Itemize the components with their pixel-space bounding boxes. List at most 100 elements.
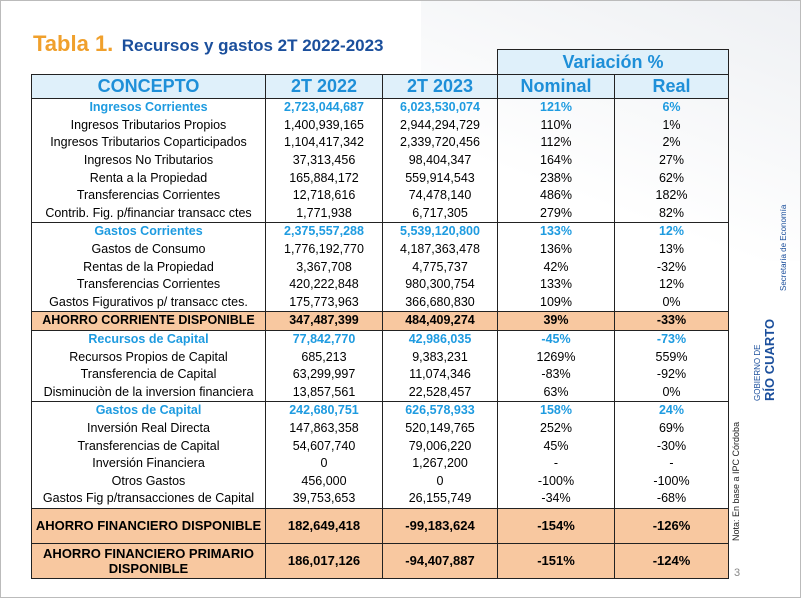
table-row: Renta a la Propiedad 165,884,172 559,914,5… xyxy=(31,169,729,187)
value-cell: 37,313,456 xyxy=(265,151,383,170)
value-cell: 13,857,561 xyxy=(265,383,383,402)
value-cell: 69% xyxy=(614,419,729,438)
value-cell: 133% xyxy=(497,275,615,294)
value-cell: -151% xyxy=(497,542,615,579)
table-row: Gastos Fig p/transacciones de Capital 39,… xyxy=(31,490,729,509)
value-cell: 5,539,120,800 xyxy=(382,222,498,241)
table-row: Transferencias Corrientes 420,222,848 980,… xyxy=(31,275,729,294)
value-cell: 79,006,220 xyxy=(382,437,498,455)
table-row: Rentas de la Propiedad 3,367,708 4,775,737… xyxy=(31,258,729,276)
value-cell: 165,884,172 xyxy=(265,169,383,187)
table-row: Otros Gastos 456,000 0 -100% -100% xyxy=(31,472,729,491)
value-cell: 63% xyxy=(497,383,615,402)
concept-cell: Gastos Fig p/transacciones de Capital xyxy=(31,490,266,509)
value-cell: 559% xyxy=(614,348,729,366)
value-cell: 1% xyxy=(614,116,729,135)
value-cell: 39% xyxy=(497,311,615,331)
value-cell: 685,213 xyxy=(265,348,383,366)
value-cell: 82% xyxy=(614,204,729,223)
value-cell: 456,000 xyxy=(265,472,383,491)
value-cell: 9,383,231 xyxy=(382,348,498,366)
value-cell: 2% xyxy=(614,134,729,152)
note: Nota: En base a IPC Córdoba xyxy=(731,421,741,541)
value-cell: 63,299,997 xyxy=(265,365,383,384)
table-row: AHORRO FINANCIERO PRIMARIO DISPONIBLE 186… xyxy=(31,542,729,579)
value-cell: 1,776,192,770 xyxy=(265,240,383,259)
value-cell: -99,183,624 xyxy=(382,507,498,544)
concept-cell: Ingresos Tributarios Coparticipados xyxy=(31,134,266,152)
value-cell: 366,680,830 xyxy=(382,293,498,312)
table-row: Gastos de Consumo 1,776,192,770 4,187,363,… xyxy=(31,240,729,259)
value-cell: - xyxy=(497,454,615,473)
header-row: CONCEPTO 2T 2022 2T 2023 Nominal Real xyxy=(31,74,729,99)
value-cell: 136% xyxy=(497,240,615,259)
value-cell: 62% xyxy=(614,169,729,187)
value-cell: 182,649,418 xyxy=(265,507,383,544)
value-cell: -32% xyxy=(614,258,729,276)
table-row: Recursos Propios de Capital 685,213 9,383,… xyxy=(31,348,729,366)
value-cell: 54,607,740 xyxy=(265,437,383,455)
value-cell: 1,400,939,165 xyxy=(265,116,383,135)
value-cell: 121% xyxy=(497,97,615,117)
column-header: Real xyxy=(614,74,729,99)
value-cell: 39,753,653 xyxy=(265,490,383,509)
value-cell: 1269% xyxy=(497,348,615,366)
value-cell: 186,017,126 xyxy=(265,542,383,579)
value-cell: 175,773,963 xyxy=(265,293,383,312)
value-cell: 13% xyxy=(614,240,729,259)
concept-cell: AHORRO FINANCIERO DISPONIBLE xyxy=(31,507,266,544)
value-cell: 147,863,358 xyxy=(265,419,383,438)
value-cell: 0% xyxy=(614,383,729,402)
table-row: Ingresos Tributarios Coparticipados 1,104… xyxy=(31,134,729,152)
value-cell: 77,842,770 xyxy=(265,329,383,349)
value-cell: 45% xyxy=(497,437,615,455)
value-cell: -45% xyxy=(497,329,615,349)
value-cell: -34% xyxy=(497,490,615,509)
value-cell: 42,986,035 xyxy=(382,329,498,349)
value-cell: 0 xyxy=(265,454,383,473)
value-cell: -100% xyxy=(497,472,615,491)
value-cell: 11,074,346 xyxy=(382,365,498,384)
table-row: Gastos Figurativos p/ transacc ctes. 175,… xyxy=(31,293,729,312)
empty-cell xyxy=(32,50,498,75)
concept-cell: AHORRO CORRIENTE DISPONIBLE xyxy=(31,311,266,331)
value-cell: 2,723,044,687 xyxy=(265,97,383,117)
value-cell: 279% xyxy=(497,204,615,223)
value-cell: -94,407,887 xyxy=(382,542,498,579)
value-cell: 2,375,557,288 xyxy=(265,222,383,241)
value-cell: 4,775,737 xyxy=(382,258,498,276)
value-cell: 252% xyxy=(497,419,615,438)
value-cell: 238% xyxy=(497,169,615,187)
value-cell: 12% xyxy=(614,222,729,241)
table-row: Disminuciòn de la inversion financiera 13… xyxy=(31,383,729,402)
column-header: 2T 2022 xyxy=(265,74,383,99)
table-row: Gastos de Capital 242,680,751 626,578,933 1… xyxy=(31,401,729,420)
value-cell: 242,680,751 xyxy=(265,401,383,420)
value-cell: 2,339,720,456 xyxy=(382,134,498,152)
concept-cell: Transferencias Corrientes xyxy=(31,186,266,205)
value-cell: 42% xyxy=(497,258,615,276)
table-row: AHORRO CORRIENTE DISPONIBLE 347,487,399 48… xyxy=(31,311,729,331)
value-cell: 1,771,938 xyxy=(265,204,383,223)
value-cell: 22,528,457 xyxy=(382,383,498,402)
value-cell: -92% xyxy=(614,365,729,384)
value-cell: 0 xyxy=(382,472,498,491)
concept-cell: Gastos Figurativos p/ transacc ctes. xyxy=(31,293,266,312)
value-cell: 112% xyxy=(497,134,615,152)
value-cell: 74,478,140 xyxy=(382,186,498,205)
value-cell: 980,300,754 xyxy=(382,275,498,294)
value-cell: 4,187,363,478 xyxy=(382,240,498,259)
value-cell: 110% xyxy=(497,116,615,135)
value-cell: -73% xyxy=(614,329,729,349)
secretariat: Secretaría de Economía xyxy=(779,204,788,291)
table-title: Recursos y gastos 2T 2022-2023 xyxy=(121,36,384,55)
value-cell: - xyxy=(614,454,729,473)
table-label: Tabla 1. xyxy=(33,31,114,56)
concept-cell: Transferencia de Capital xyxy=(31,365,266,384)
value-cell: -33% xyxy=(614,311,729,331)
concept-cell: Otros Gastos xyxy=(31,472,266,491)
value-cell: 1,104,417,342 xyxy=(265,134,383,152)
value-cell: 486% xyxy=(497,186,615,205)
value-cell: -126% xyxy=(614,507,729,544)
